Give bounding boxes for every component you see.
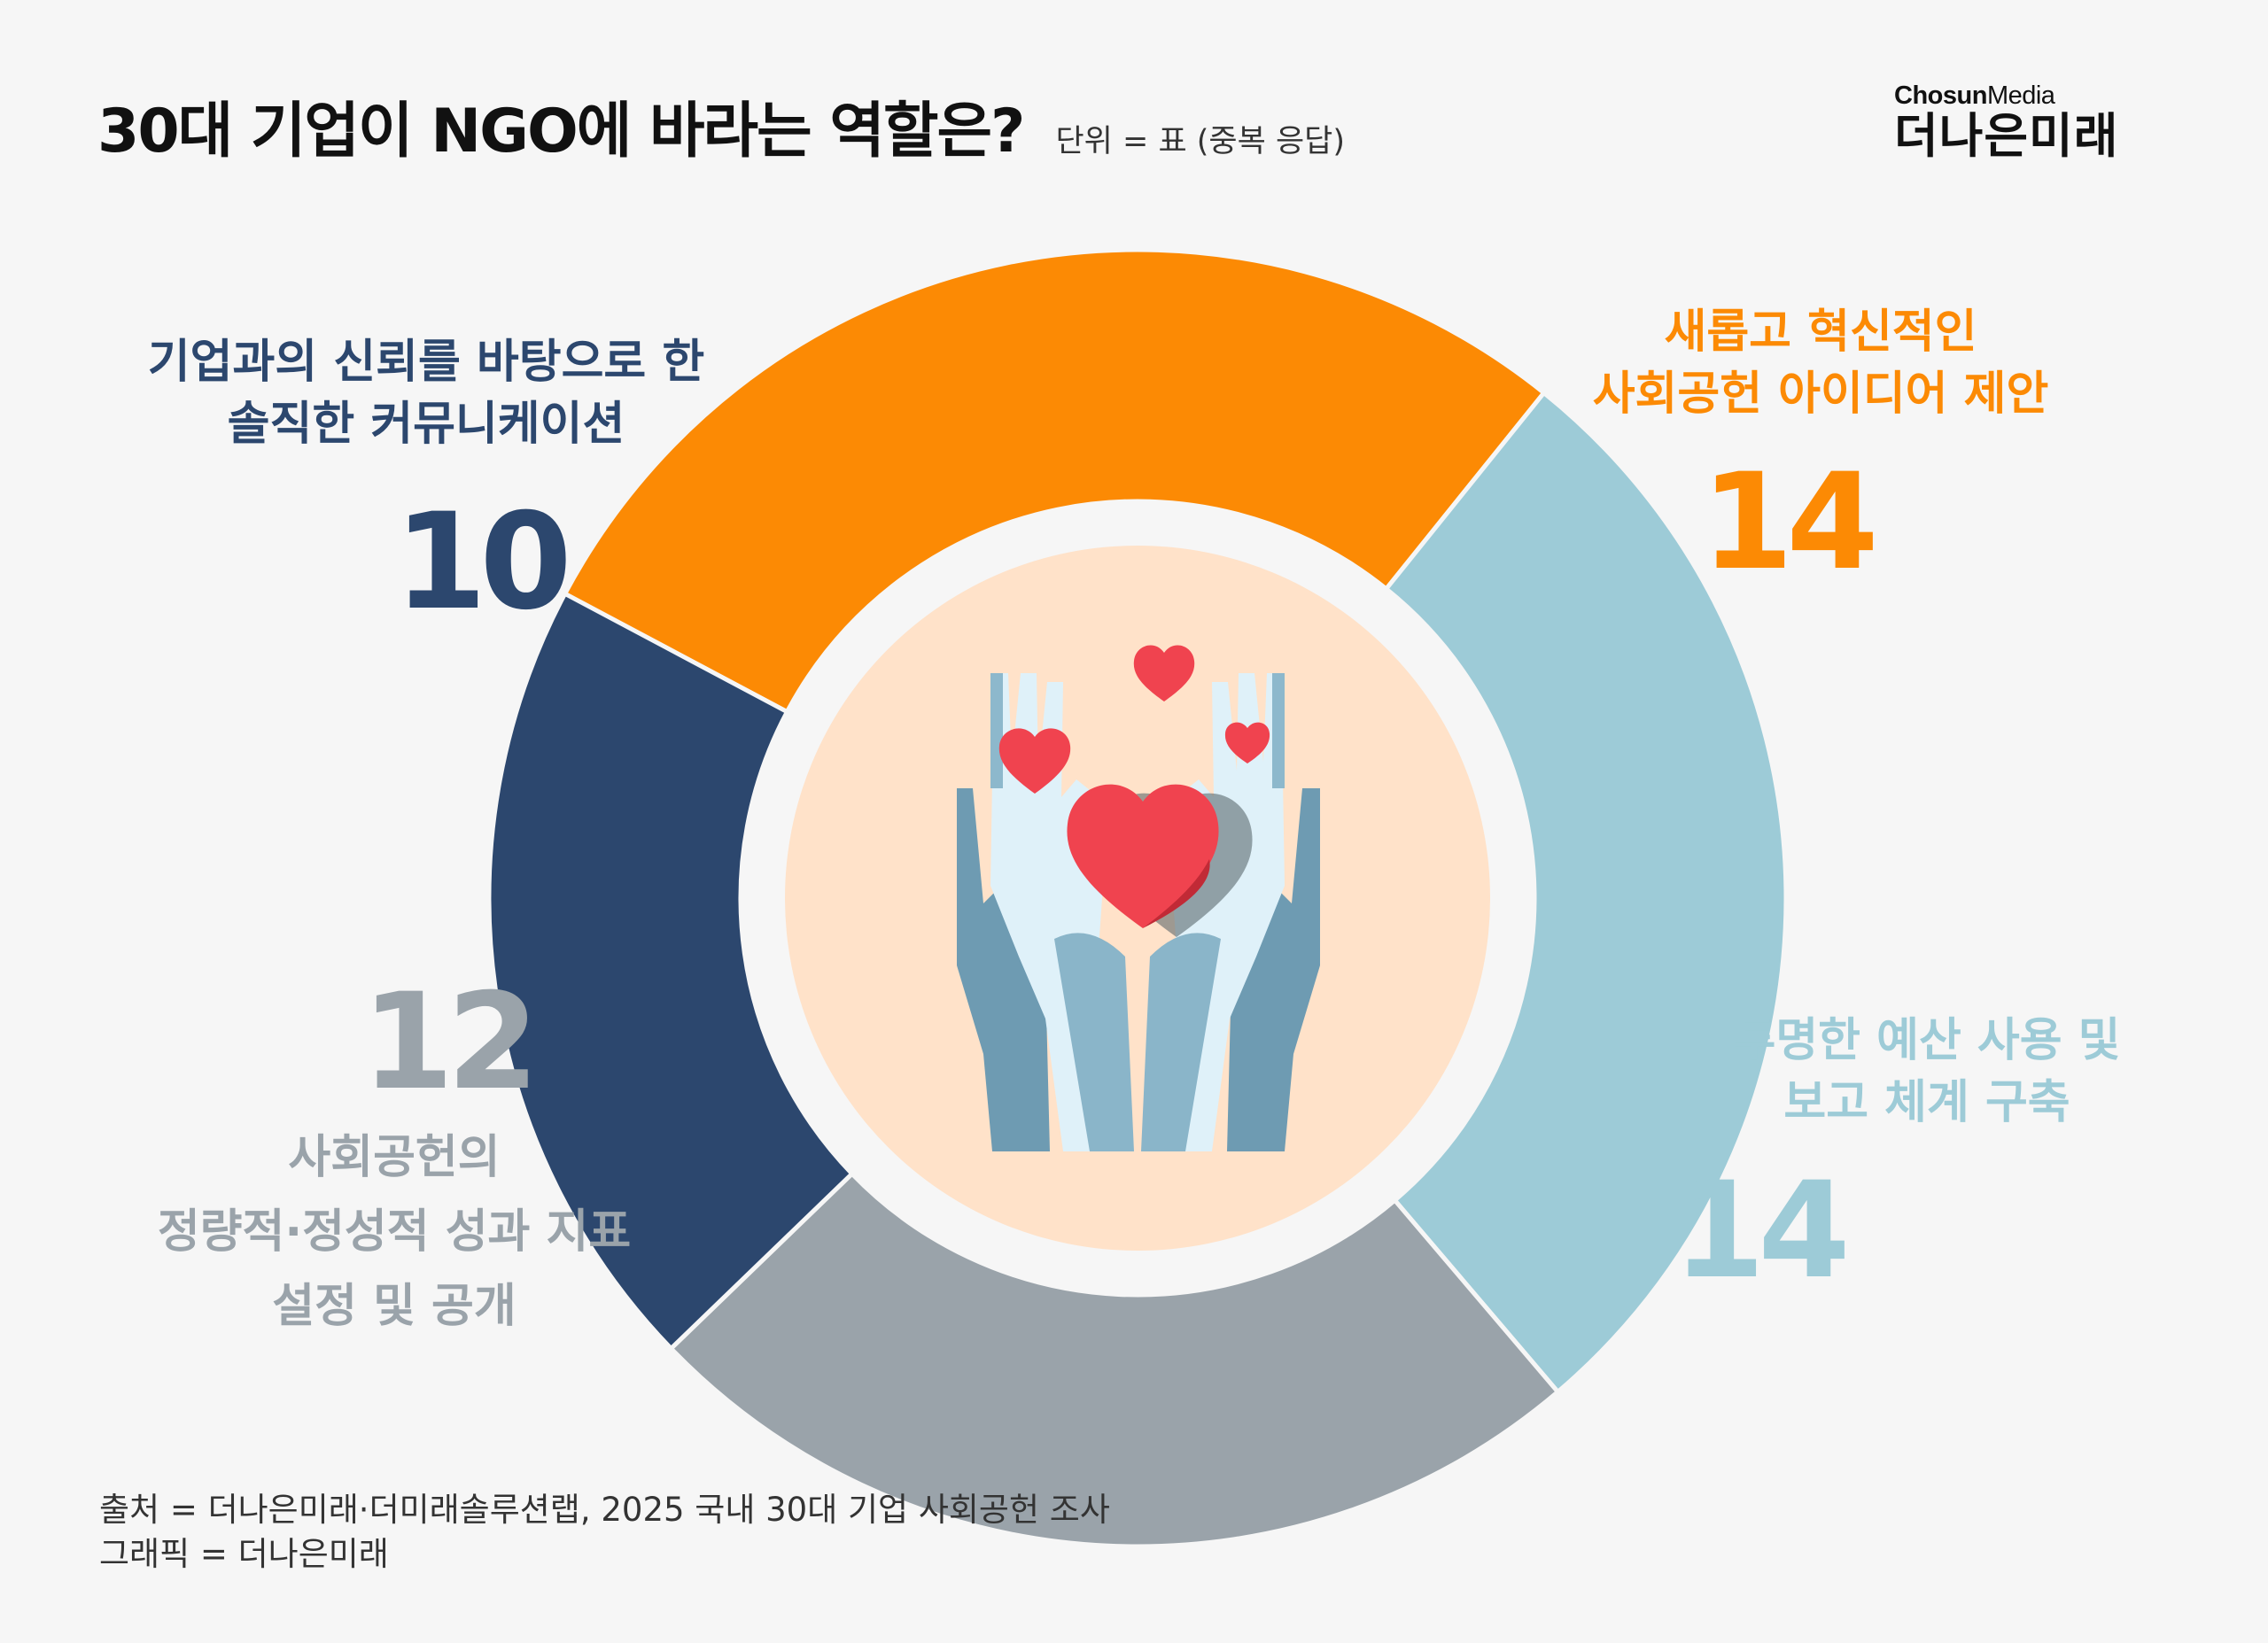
brand-subtitle: ChosunMedia (1894, 81, 2118, 111)
label-line: 새롭고 혁신적인 (1664, 306, 1977, 359)
unit-note: 단위 = 표 (중복 응답) (1055, 124, 1346, 159)
title-row: 30대 기업이 NGO에 바라는 역할은? 단위 = 표 (중복 응답) (97, 81, 1345, 169)
brand-subtitle-bold: Chosun (1894, 81, 1987, 110)
footer: 출처 = 더나은미래·더미래솔루션랩, 2025 국내 30대 기업 사회공헌 … (99, 1488, 1110, 1577)
label-line: 사회공헌 아이디어 제안 (1592, 368, 2049, 421)
value-transparent-budget: 14 (1673, 1154, 1851, 1308)
label-transparent-budget: 투명한 예산 사용 및 보고 체계 구축 (1639, 1010, 2215, 1134)
value-performance-metrics: 12 (361, 965, 540, 1120)
right-wrist-shade (1141, 933, 1221, 1151)
right-hand-shadow (1227, 788, 1320, 1151)
graphic-credit: 그래픽 = 더나은미래 (99, 1535, 389, 1573)
left-wrist-shade (1054, 933, 1134, 1151)
label-communication: 기업과의 신뢰를 바탕으로 한 솔직한 커뮤니케이션 (94, 331, 758, 455)
label-innovative-ideas: 새롭고 혁신적인 사회공헌 아이디어 제안 (1488, 301, 2153, 425)
right-finger-shade (1272, 673, 1285, 788)
chart-title: 30대 기업이 NGO에 바라는 역할은? (97, 97, 1025, 167)
source-note: 출처 = 더나은미래·더미래솔루션랩, 2025 국내 30대 기업 사회공헌 … (99, 1491, 1110, 1529)
label-line: 사회공헌의 (288, 1131, 501, 1184)
label-performance-metrics: 사회공헌의 정량적·정성적 성과 지표 설정 및 공개 (97, 1120, 691, 1344)
brand-logo: ChosunMedia 더나은미래 (1894, 81, 2118, 160)
hands-hearts-illustration (957, 645, 1320, 1151)
label-line: 설정 및 공개 (272, 1280, 517, 1333)
brand-name: 더나은미래 (1894, 108, 2119, 164)
brand-subtitle-light: Media (1986, 81, 2055, 110)
label-line: 솔직한 커뮤니케이션 (227, 398, 625, 451)
value-innovative-ideas: 14 (1701, 446, 1879, 600)
label-line: 정량적·정성적 성과 지표 (157, 1205, 632, 1259)
donut-slices (486, 247, 1789, 1549)
small-heart-top (1133, 645, 1195, 701)
label-line: 투명한 예산 사용 및 (1733, 1014, 2121, 1067)
left-hand-shadow (957, 788, 1050, 1151)
small-heart-left (998, 728, 1071, 794)
label-line: 기업과의 신뢰를 바탕으로 한 (147, 336, 705, 389)
value-communication: 10 (394, 485, 572, 639)
small-heart-right (1224, 722, 1270, 763)
left-finger-shade (990, 673, 1003, 788)
big-heart (1067, 784, 1219, 928)
label-line: 보고 체계 구축 (1783, 1076, 2070, 1129)
